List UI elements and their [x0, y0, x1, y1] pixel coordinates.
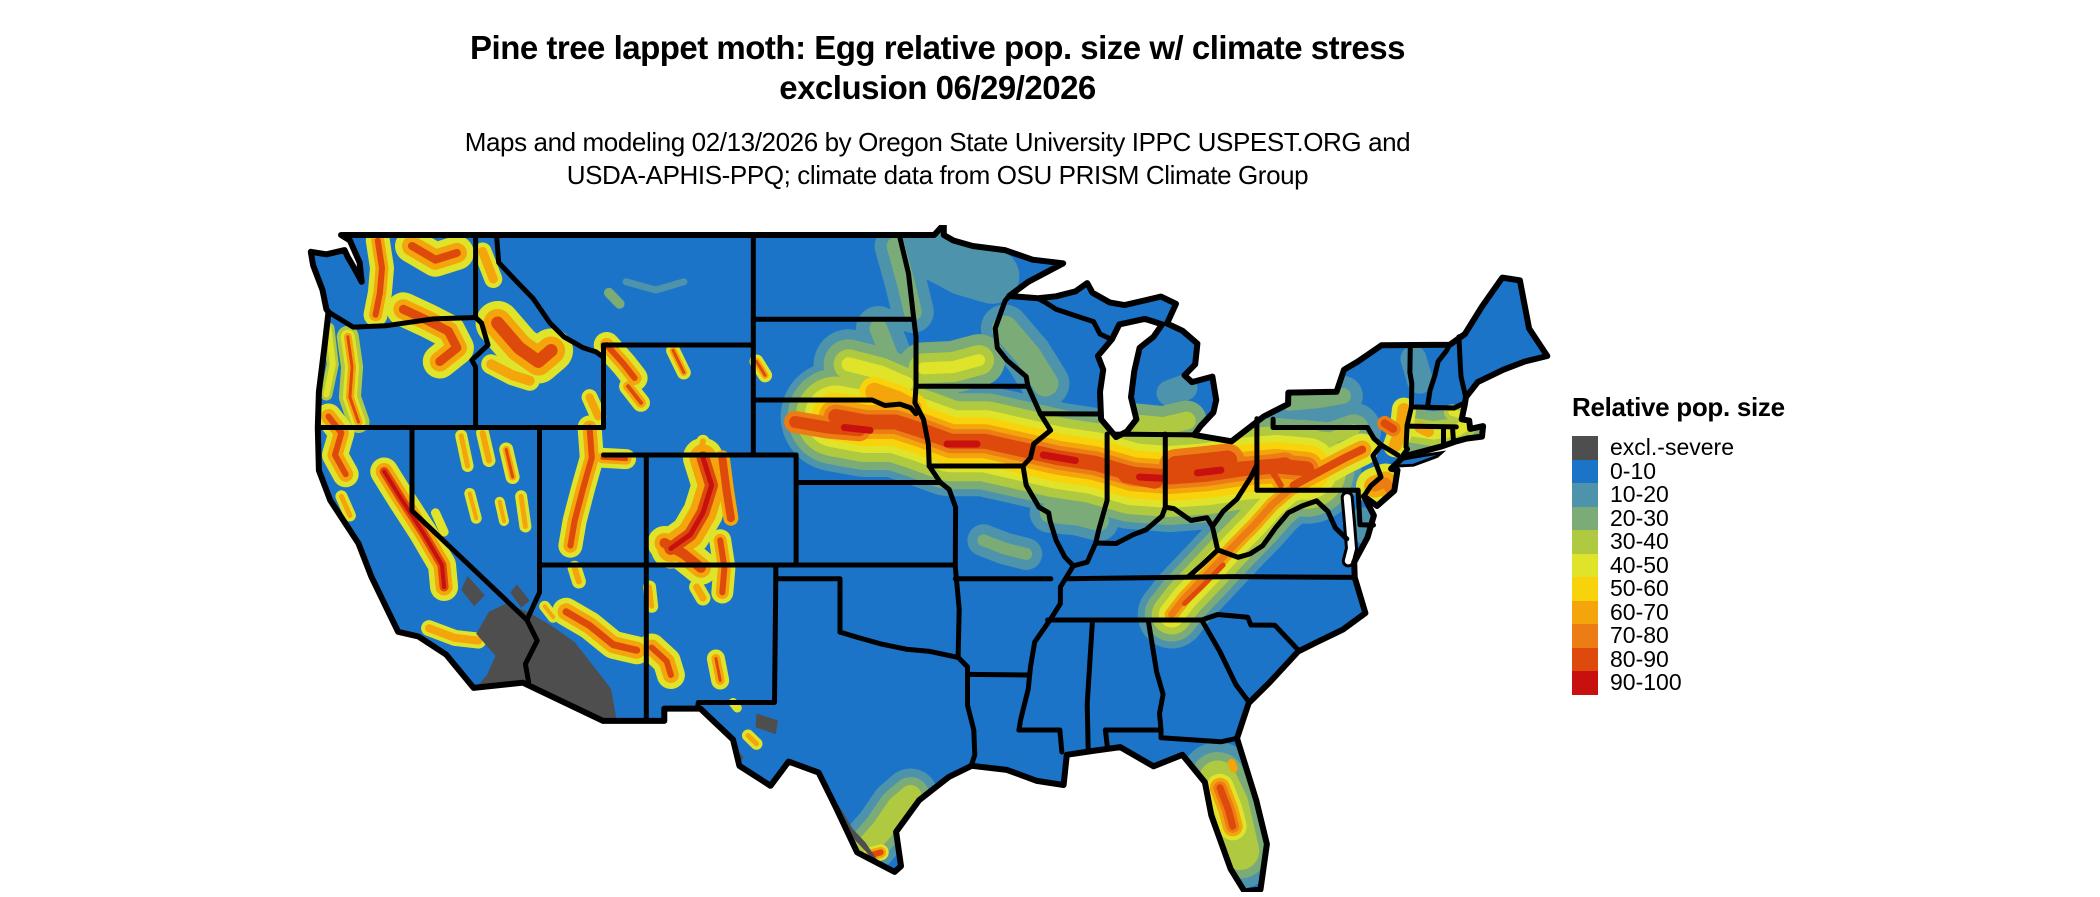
legend-item-label: 0-10 [1610, 457, 1657, 484]
legend-item-label: 80-90 [1610, 645, 1669, 672]
exclusion-zone [510, 584, 530, 608]
legend-swatch [1572, 577, 1598, 601]
legend-item: 40-50 [1572, 551, 1785, 578]
legend-item: 80-90 [1572, 645, 1785, 672]
legend-swatch [1572, 671, 1598, 695]
legend-item-label: 60-70 [1610, 598, 1669, 625]
legend-swatch [1572, 459, 1598, 483]
exclusion-zone [476, 603, 617, 719]
us-map [305, 221, 1560, 895]
legend-item: 30-40 [1572, 528, 1785, 554]
exclusion-zone [755, 713, 778, 735]
legend-swatch [1572, 530, 1598, 554]
legend-item: 0-10 [1572, 457, 1785, 484]
legend-item-label: 50-60 [1610, 575, 1669, 601]
legend-swatch [1572, 436, 1598, 460]
legend-item: 60-70 [1572, 598, 1785, 625]
legend-item-label: 40-50 [1610, 551, 1669, 578]
map-subtitle-line2: USDA-APHIS-PPQ; climate data from OSU PR… [566, 160, 1309, 190]
legend-swatch [1572, 600, 1598, 624]
legend-item: 10-20 [1572, 481, 1785, 507]
map-title-line2: exclusion 06/29/2026 [779, 69, 1096, 106]
legend-item-label: 10-20 [1610, 481, 1669, 507]
legend-item: excl.-severe [1572, 434, 1785, 460]
legend-item: 50-60 [1572, 575, 1785, 601]
map-title: Pine tree lappet moth: Egg relative pop.… [0, 28, 1875, 108]
legend-item: 20-30 [1572, 504, 1785, 531]
exclusion-zone [461, 576, 485, 607]
legend-title: Relative pop. size [1572, 392, 1785, 422]
legend-item: 90-100 [1572, 669, 1785, 695]
conus-land [310, 224, 1548, 892]
legend-swatch [1572, 506, 1598, 530]
legend-item-label: 70-80 [1610, 622, 1669, 648]
map-subtitle-line1: Maps and modeling 02/13/2026 by Oregon S… [464, 127, 1411, 157]
legend-item-label: excl.-severe [1610, 434, 1734, 460]
conus-outline [307, 221, 1551, 895]
legend-item: 70-80 [1572, 622, 1785, 648]
map-subtitle: Maps and modeling 02/13/2026 by Oregon S… [0, 126, 1875, 192]
us-map-svg [307, 221, 1551, 895]
legend-item-label: 30-40 [1610, 528, 1669, 554]
bays [1340, 491, 1359, 568]
map-title-line1: Pine tree lappet moth: Egg relative pop.… [470, 29, 1405, 66]
legend-swatch [1572, 647, 1598, 671]
legend-item-label: 90-100 [1610, 669, 1682, 695]
legend-item-label: 20-30 [1610, 504, 1669, 531]
legend: Relative pop. size excl.-severe 0-10 10-20… [1572, 392, 1785, 695]
legend-swatch [1572, 553, 1598, 577]
legend-swatch [1572, 483, 1598, 507]
state-borders [315, 232, 1469, 769]
legend-swatch [1572, 624, 1598, 648]
legend-rows: excl.-severe 0-10 10-20 20-30 30-40 40-50 50-6… [1572, 434, 1785, 695]
